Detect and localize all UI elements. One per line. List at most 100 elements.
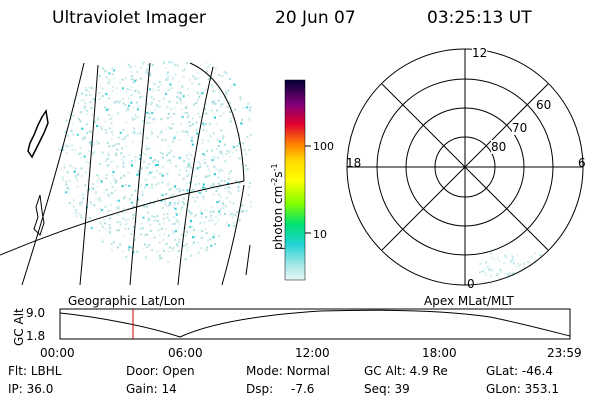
speckle — [222, 101, 225, 104]
speckle — [71, 144, 74, 147]
speckle — [505, 256, 508, 259]
speckle — [190, 212, 193, 215]
speckle — [62, 148, 65, 151]
speckle — [163, 249, 165, 252]
speckle — [76, 177, 78, 180]
speckle — [117, 212, 120, 215]
speckle — [224, 160, 227, 163]
speckle — [70, 129, 73, 132]
speckle — [71, 148, 74, 151]
speckle — [108, 72, 111, 75]
speckle — [194, 235, 197, 238]
speckle — [173, 136, 176, 139]
speckle — [230, 85, 233, 88]
polar-label-0: 0 — [467, 277, 475, 291]
speckle — [177, 241, 180, 243]
speckle — [189, 211, 192, 214]
speckle — [215, 190, 218, 192]
speckle — [130, 94, 133, 97]
speckle — [144, 243, 146, 246]
speckle — [128, 246, 131, 249]
speckle — [523, 262, 526, 265]
info-dsp: Dsp: -7.6 — [246, 382, 314, 396]
speckle — [112, 134, 115, 136]
speckle — [67, 134, 70, 137]
ip-value: 36.0 — [26, 382, 54, 396]
speckle — [110, 160, 113, 163]
speckle — [93, 151, 96, 154]
speckle — [165, 67, 167, 69]
speckle — [212, 233, 215, 236]
speckle — [81, 201, 84, 204]
info-seq: Seq: 39 — [364, 382, 410, 396]
speckle — [223, 71, 226, 73]
speckle — [228, 155, 231, 158]
speckle — [128, 184, 131, 187]
speckle — [138, 91, 141, 94]
glat-label: GLat: — [486, 364, 519, 378]
speckle — [79, 202, 81, 205]
speckle — [199, 115, 201, 118]
speckle — [168, 100, 171, 103]
speckle — [137, 90, 140, 93]
speckle — [178, 187, 181, 190]
speckle — [214, 90, 216, 93]
speckle — [168, 234, 170, 237]
speckle — [96, 118, 99, 121]
speckle — [143, 160, 146, 163]
speckle — [144, 255, 147, 258]
speckle — [101, 209, 104, 212]
speckle — [241, 123, 244, 126]
speckle — [479, 262, 482, 265]
speckle — [176, 96, 179, 99]
speckle — [108, 78, 111, 81]
speckle — [130, 246, 133, 249]
speckle — [164, 138, 167, 141]
speckle — [218, 151, 221, 154]
meridian-line — [177, 66, 214, 286]
speckle — [220, 95, 223, 98]
speckle — [210, 84, 213, 87]
speckle — [205, 232, 208, 235]
speckle — [100, 181, 103, 184]
speckle — [141, 95, 144, 98]
speckle — [239, 96, 242, 99]
meridian-line — [245, 244, 251, 276]
speckle — [139, 66, 142, 68]
speckle — [117, 136, 120, 139]
speckle — [227, 224, 230, 227]
speckle — [175, 218, 178, 221]
speckle — [175, 63, 178, 66]
speckle — [486, 265, 489, 268]
speckle — [118, 229, 121, 232]
speckle — [80, 216, 83, 219]
speckle — [66, 186, 69, 189]
coastline — [33, 194, 45, 236]
speckle — [125, 211, 128, 214]
speckle — [212, 158, 215, 161]
speckle — [94, 193, 97, 196]
speckle — [100, 238, 103, 241]
speckle — [151, 184, 154, 187]
speckle — [192, 236, 194, 239]
speckle — [100, 128, 103, 130]
speckle — [115, 152, 117, 155]
speckle — [99, 85, 102, 88]
speckle — [499, 268, 502, 271]
speckle — [185, 222, 187, 225]
earth-limb — [189, 62, 245, 182]
speckle — [185, 182, 188, 185]
speckle — [112, 171, 115, 174]
speckle — [150, 130, 153, 133]
speckle — [117, 142, 120, 145]
speckle — [85, 132, 88, 135]
speckle — [135, 79, 138, 82]
speckle — [227, 178, 230, 180]
speckle — [172, 141, 175, 144]
speckle — [172, 139, 175, 142]
speckle — [64, 143, 67, 146]
speckle — [165, 128, 168, 131]
speckle — [127, 171, 130, 174]
speckle — [58, 148, 61, 151]
speckle — [181, 116, 184, 118]
